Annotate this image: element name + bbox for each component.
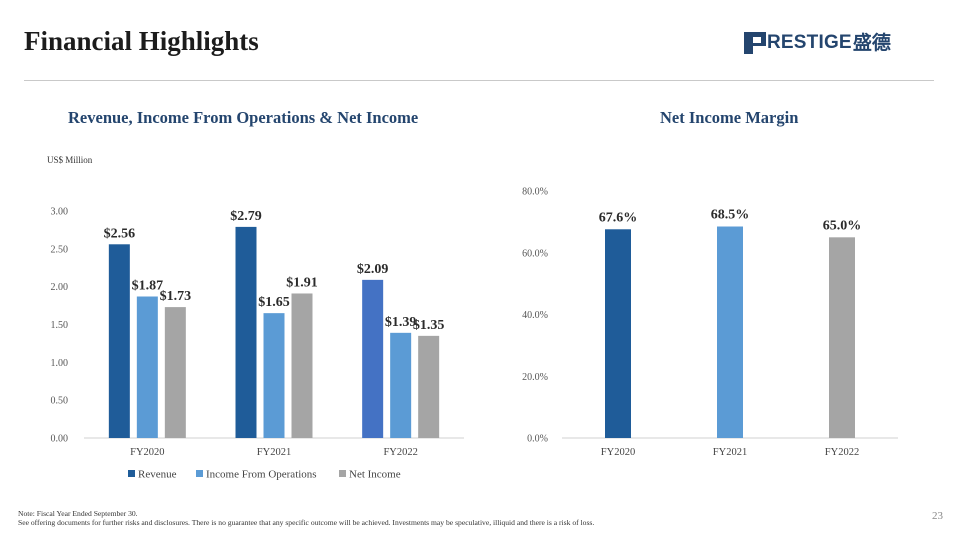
data-label: $1.73 [160, 289, 192, 304]
x-tick-label: FY2020 [130, 447, 164, 458]
page-number: 23 [932, 510, 943, 522]
bar-net-income [164, 307, 186, 438]
data-label: $2.79 [230, 209, 262, 224]
data-label: $2.09 [357, 262, 389, 277]
y-tick-label: 40.0% [522, 310, 548, 321]
bar-net-income-margin [605, 229, 631, 438]
data-label: $1.39 [385, 315, 417, 330]
legend-swatch [128, 470, 135, 477]
y-tick-label: 20.0% [522, 372, 548, 383]
data-label: 67.6% [599, 210, 638, 225]
net-income-margin-bar-chart: 0.0% 20.0% 40.0% 60.0% 80.0% 67.6% FY2020 68.5%… [522, 187, 898, 458]
y-tick-label: 80.0% [522, 187, 548, 198]
x-tick-label: FY2022 [383, 447, 417, 458]
data-label: $1.91 [286, 275, 318, 290]
y-tick-label: 0.50 [51, 396, 69, 407]
data-label: 68.5% [711, 208, 750, 223]
data-label: $1.87 [132, 279, 164, 294]
data-label: $2.56 [104, 226, 136, 241]
legend-entry: Net Income [349, 469, 401, 481]
logo-text: RESTIGE [767, 32, 852, 53]
logo-chinese-text: 盛德 [852, 32, 891, 54]
left-chart-title: Revenue, Income From Operations & Net In… [68, 108, 419, 127]
y-tick-label: 3.00 [51, 207, 69, 218]
company-logo: RESTIGE 盛德 [744, 31, 891, 55]
footnote: Note: Fiscal Year Ended September 30. Se… [18, 509, 594, 527]
x-tick-label: FY2020 [601, 447, 635, 458]
bar-revenue [362, 279, 384, 438]
legend-entry: Income From Operations [206, 469, 317, 481]
bar-net-income [291, 293, 313, 438]
prestige-p-logo-icon [744, 32, 766, 54]
data-label: 65.0% [823, 218, 862, 233]
bar-income-from-operations [390, 332, 412, 438]
y-tick-label: 60.0% [522, 248, 548, 259]
bar-income-from-operations [136, 296, 158, 438]
y-tick-label: 1.00 [51, 358, 69, 369]
y-axis-unit-label: US$ Million [47, 155, 93, 165]
bar-net-income-margin [717, 226, 743, 438]
legend-swatch [196, 470, 203, 477]
bar-revenue [108, 244, 130, 438]
legend-entry: Revenue [138, 469, 177, 481]
footnote-line-1: Note: Fiscal Year Ended September 30. [18, 509, 138, 518]
bar-net-income-margin [829, 237, 855, 438]
data-label: $1.35 [413, 318, 445, 333]
header-divider [24, 80, 934, 81]
y-tick-label: 0.00 [51, 434, 69, 445]
bar-revenue [235, 226, 257, 438]
bar-income-from-operations [263, 313, 285, 438]
y-tick-label: 1.50 [51, 320, 69, 331]
y-tick-label: 2.00 [51, 282, 69, 293]
footnote-line-2: See offering documents for further risks… [18, 518, 595, 527]
legend-swatch [339, 470, 346, 477]
right-chart-title: Net Income Margin [660, 108, 799, 127]
x-tick-label: FY2021 [257, 447, 291, 458]
x-tick-label: FY2021 [713, 447, 747, 458]
page-title: Financial Highlights [24, 26, 259, 56]
revenue-income-bar-chart: 0.00 0.50 1.00 1.50 2.00 2.50 3.00 FY2020 $2.56 $… [51, 207, 464, 481]
x-tick-label: FY2022 [825, 447, 859, 458]
y-tick-label: 2.50 [51, 244, 69, 255]
data-label: $1.65 [258, 295, 290, 310]
y-tick-label: 0.0% [527, 434, 548, 445]
bar-net-income [418, 335, 440, 438]
